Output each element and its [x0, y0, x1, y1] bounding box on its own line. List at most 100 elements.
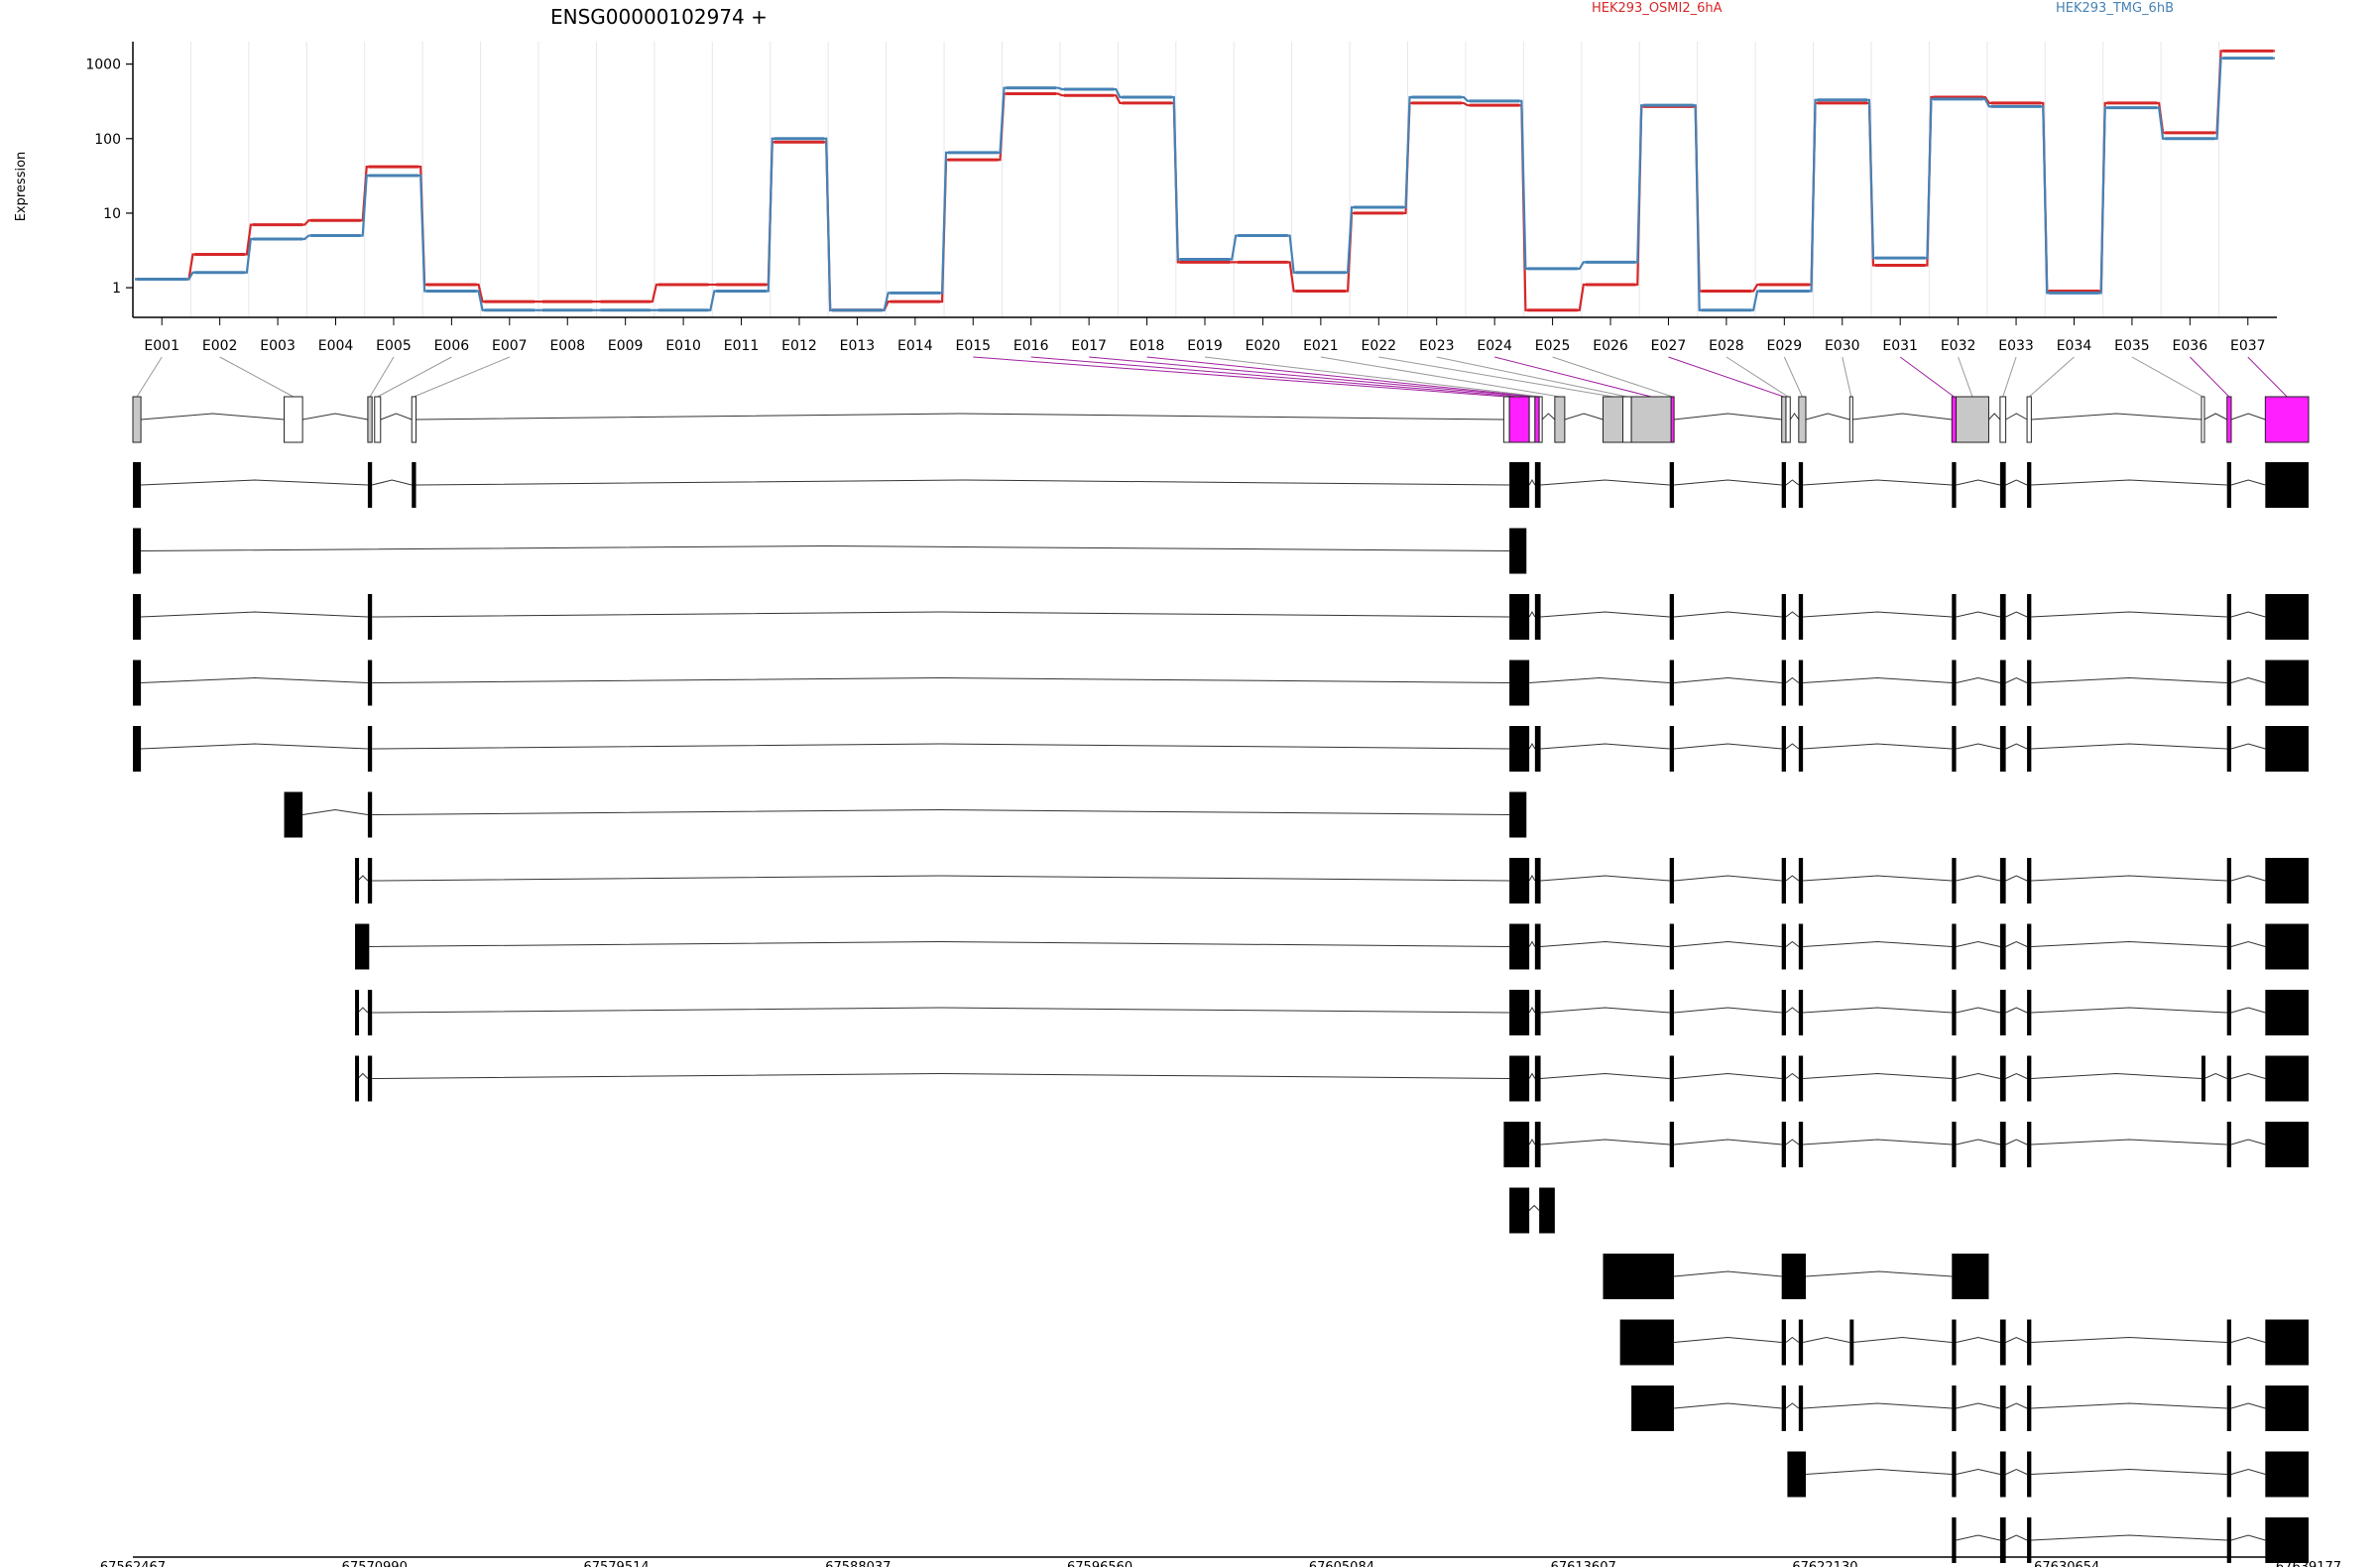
- transcript-exon: [1999, 990, 2006, 1035]
- exon-bin-rect: [1538, 396, 1543, 443]
- transcript-intron: [2005, 875, 2028, 882]
- transcript-intron: [2203, 1072, 2227, 1079]
- exon-bin-rect: [284, 396, 303, 443]
- transcript-exon: [355, 990, 360, 1035]
- transcript-intron: [1803, 676, 1953, 683]
- bin-label: E014: [897, 338, 933, 354]
- transcript-exon: [367, 858, 373, 904]
- bin-label: E002: [202, 338, 238, 354]
- transcript-exon: [2265, 1122, 2309, 1167]
- intron-line: [1805, 413, 1850, 421]
- transcript-exon: [1619, 1319, 1674, 1366]
- transcript-exon: [2027, 990, 2032, 1035]
- transcript-exon: [2265, 1319, 2309, 1366]
- transcript-intron: [2031, 1007, 2227, 1014]
- transcript-intron: [2005, 940, 2028, 947]
- intron-line: [141, 413, 285, 421]
- transcript-intron: [369, 940, 1510, 947]
- transcript-intron: [1528, 1072, 1536, 1079]
- transcript-exon: [1999, 1319, 2006, 1366]
- transcript-intron: [372, 1007, 1510, 1014]
- transcript-exon: [1952, 1254, 1989, 1299]
- transcript-exon: [1999, 660, 2006, 706]
- exon-bin-rect: [1781, 396, 1787, 443]
- bin-label: E008: [549, 338, 585, 354]
- transcript-exon: [133, 462, 142, 508]
- bin-connector: [2002, 356, 2017, 398]
- intron-line: [1541, 413, 1556, 421]
- exon-bin-rect: [1670, 396, 1675, 443]
- transcript-exon: [1509, 791, 1527, 838]
- transcript-exon: [2027, 726, 2032, 772]
- genomic-tick-label: 67596560: [1067, 1560, 1132, 1567]
- transcript-exon: [355, 858, 360, 904]
- bin-label: E033: [1998, 338, 2034, 354]
- transcript-intron: [2230, 1468, 2266, 1475]
- exon-bin-rect: [2026, 396, 2032, 443]
- transcript-intron: [1673, 676, 1782, 683]
- transcript-exon: [1534, 594, 1541, 640]
- exon-bin-rect: [374, 396, 382, 443]
- bin-label: E010: [665, 338, 701, 354]
- genomic-tick-label: 67579514: [583, 1560, 649, 1567]
- transcript-exon: [2226, 1319, 2232, 1366]
- transcript-intron: [1956, 1468, 2001, 1475]
- transcript-exon: [1509, 594, 1530, 640]
- transcript-exon: [1781, 1254, 1806, 1299]
- transcript-exon: [1999, 594, 2006, 640]
- transcript-exon: [2226, 1055, 2232, 1102]
- transcript-intron: [357, 1007, 369, 1014]
- transcript-intron: [1956, 940, 2001, 947]
- transcript-exon: [2027, 594, 2032, 640]
- transcript-intron: [2005, 743, 2028, 750]
- transcript-intron: [1673, 743, 1782, 750]
- transcript-intron: [1956, 875, 2001, 882]
- bin-connector: [2028, 356, 2075, 398]
- bin-connector: [1958, 356, 1973, 398]
- transcript-exon: [1781, 1055, 1786, 1102]
- transcript-exon: [1952, 923, 1957, 970]
- transcript-intron: [1803, 479, 1953, 486]
- transcript-intron: [2005, 1072, 2028, 1079]
- transcript-exon: [2027, 858, 2032, 904]
- transcript-exon: [367, 660, 373, 706]
- bin-label: E007: [492, 338, 528, 354]
- exon-bin-rect: [1528, 396, 1536, 443]
- bin-connector: [369, 356, 395, 398]
- transcript-intron: [1528, 1006, 1536, 1014]
- transcript-exon: [133, 726, 142, 772]
- exon-bin-rect: [1602, 396, 1624, 443]
- transcript-intron: [2230, 479, 2266, 486]
- transcript-intron: [1852, 1336, 1953, 1343]
- transcript-exon: [355, 1055, 360, 1102]
- transcript-exon: [1669, 594, 1674, 640]
- transcript-intron: [1785, 1007, 1800, 1014]
- transcript-intron: [1673, 611, 1782, 618]
- intron-line: [380, 413, 413, 421]
- exon-bin-rect: [1630, 396, 1672, 443]
- exon-bin-rect: [1798, 396, 1807, 443]
- transcript-exon: [1798, 1055, 1804, 1102]
- transcript-intron: [2031, 1402, 2227, 1409]
- transcript-intron: [2230, 1072, 2266, 1079]
- bin-label: E023: [1419, 338, 1455, 354]
- transcript-intron: [372, 479, 413, 486]
- transcript-exon: [1798, 1122, 1804, 1167]
- transcript-exon: [2027, 1451, 2032, 1498]
- bin-label: E024: [1477, 338, 1512, 354]
- intron-line: [1673, 413, 1782, 421]
- genomic-tick-label: 67570990: [342, 1560, 408, 1567]
- transcript-intron: [2230, 611, 2266, 618]
- transcript-exon: [1509, 1055, 1530, 1102]
- transcript-intron: [1528, 610, 1536, 618]
- transcript-exon: [367, 726, 373, 772]
- bin-connector: [2247, 356, 2288, 398]
- legend-series-osmi2: HEK293_OSMI2_6hA: [1592, 1, 1723, 16]
- transcript-intron: [1540, 611, 1670, 618]
- genomic-tick-label: 67630654: [2034, 1560, 2099, 1567]
- genomic-tick-label: 67562467: [100, 1560, 166, 1567]
- bin-connector: [973, 356, 1507, 398]
- transcript-intron: [2230, 1007, 2266, 1014]
- transcript-intron: [1540, 479, 1670, 486]
- exon-bin-rect: [367, 396, 373, 443]
